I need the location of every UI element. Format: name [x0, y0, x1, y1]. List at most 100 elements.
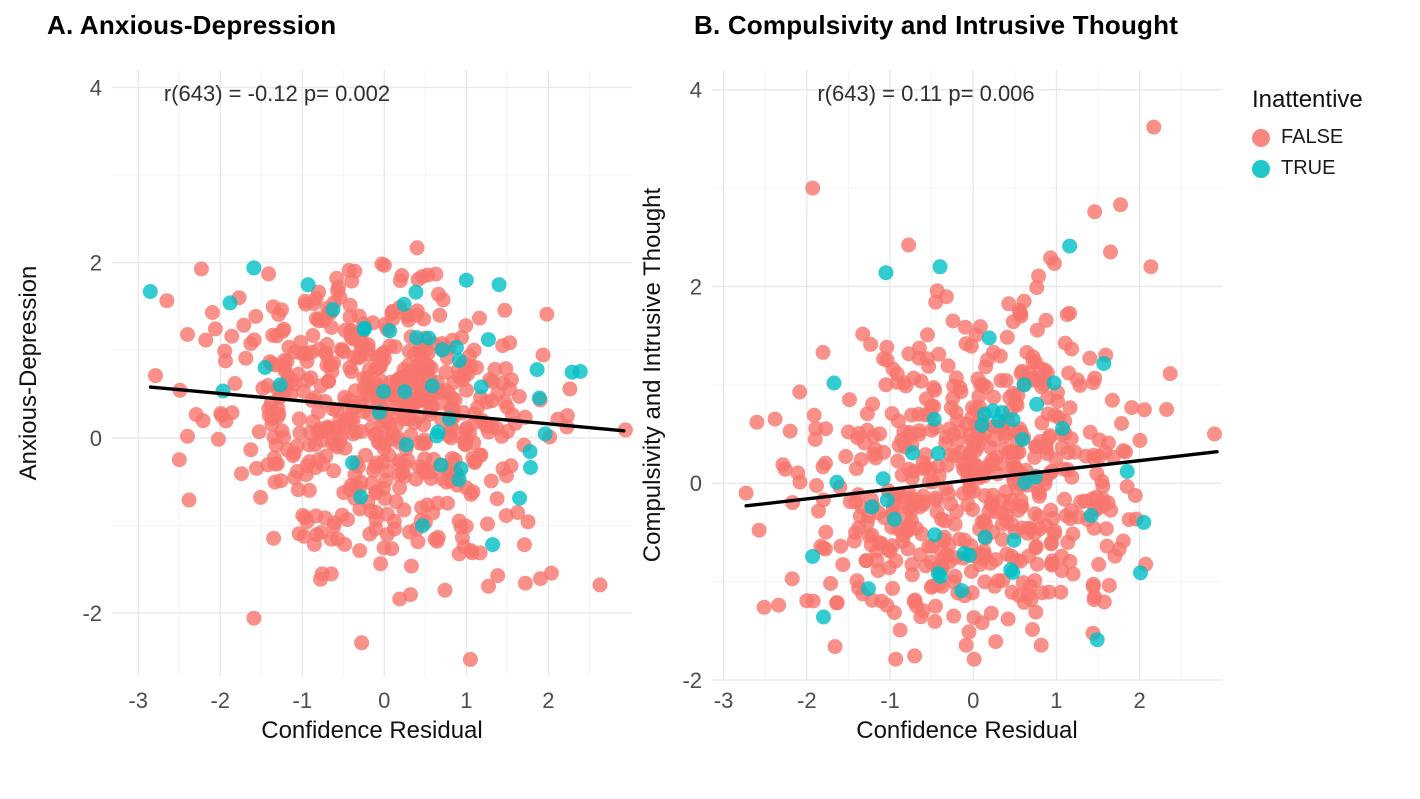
scatter-point-false	[148, 368, 163, 384]
panel-a-plot-area: -3 -2 -1 0 1 2 -2 0 2 4	[82, 70, 633, 713]
scatter-point-false	[953, 384, 969, 400]
scatter-point-false	[181, 492, 197, 508]
scatter-point-false	[968, 327, 984, 343]
scatter-point-false	[962, 483, 977, 499]
scatter-point-true	[887, 511, 902, 527]
scatter-point-false	[308, 311, 324, 327]
scatter-point-false	[344, 477, 359, 493]
scatter-point-false	[499, 399, 515, 415]
scatter-point-false	[267, 474, 283, 490]
panel-b-title: B. Compulsivity and Intrusive Thought	[694, 10, 1179, 40]
scatter-point-false	[1159, 402, 1175, 417]
scatter-point-false	[490, 568, 506, 584]
scatter-point-true	[976, 406, 992, 422]
scatter-point-false	[180, 428, 195, 444]
scatter-point-false	[891, 438, 907, 453]
scatter-point-false	[354, 635, 370, 651]
scatter-point-false	[440, 495, 455, 511]
scatter-point-false	[402, 411, 418, 427]
scatter-point-false	[878, 377, 894, 393]
scatter-point-false	[859, 406, 875, 422]
scatter-point-true	[1015, 432, 1030, 447]
scatter-point-false	[1025, 349, 1041, 365]
scatter-point-false	[299, 514, 315, 530]
scatter-point-false	[266, 429, 282, 445]
scatter-point-false	[927, 382, 943, 398]
scatter-point-false	[901, 346, 917, 362]
scatter-point-false	[929, 492, 944, 508]
scatter-point-false	[890, 413, 906, 429]
scatter-point-true	[805, 549, 821, 564]
scatter-point-false	[782, 423, 798, 439]
scatter-point-true	[537, 426, 553, 442]
scatter-point-true	[433, 457, 449, 473]
scatter-point-false	[1008, 460, 1023, 476]
scatter-point-false	[341, 262, 357, 278]
scatter-point-false	[345, 426, 361, 442]
scatter-point-false	[266, 450, 282, 466]
scatter-point-false	[998, 425, 1014, 441]
scatter-point-false	[890, 453, 906, 469]
scatter-point-true	[473, 379, 489, 395]
scatter-point-false	[1062, 400, 1078, 416]
scatter-point-false	[1038, 312, 1054, 328]
scatter-point-false	[1101, 577, 1117, 593]
scatter-point-false	[1011, 444, 1027, 460]
scatter-point-false	[409, 303, 425, 319]
scatter-point-true	[1089, 632, 1105, 648]
scatter-point-false	[949, 413, 965, 429]
scatter-point-false	[986, 344, 1001, 360]
y-tick-label: 4	[90, 76, 102, 101]
scatter-point-false	[920, 327, 935, 343]
scatter-point-false	[313, 525, 329, 540]
scatter-point-false	[1050, 394, 1066, 409]
scatter-point-false	[811, 503, 826, 519]
scatter-point-true	[930, 445, 946, 461]
scatter-point-false	[495, 338, 511, 354]
scatter-point-true	[522, 444, 538, 460]
scatter-point-false	[489, 491, 505, 507]
panel-a-annotation: r(643) = -0.12 p= 0.002	[164, 81, 390, 106]
scatter-point-false	[882, 543, 898, 559]
scatter-point-false	[1113, 197, 1128, 213]
scatter-point-false	[213, 406, 229, 421]
scatter-point-false	[918, 460, 934, 476]
x-tick-label: 1	[1050, 688, 1062, 713]
scatter-point-false	[749, 414, 765, 430]
scatter-point-false	[409, 359, 424, 375]
scatter-point-false	[494, 428, 510, 444]
scatter-point-false	[444, 451, 460, 466]
scatter-point-false	[435, 471, 451, 487]
scatter-point-false	[559, 408, 575, 424]
legend: Inattentive FALSE TRUE	[1252, 86, 1363, 188]
scatter-point-true	[816, 609, 831, 625]
scatter-point-false	[918, 447, 933, 463]
scatter-point-false	[1033, 637, 1049, 653]
scatter-point-true	[376, 383, 391, 399]
scatter-point-false	[972, 557, 988, 572]
scatter-point-false	[1136, 402, 1152, 418]
scatter-point-false	[276, 321, 292, 337]
scatter-point-false	[180, 327, 195, 342]
scatter-point-true	[981, 330, 997, 346]
scatter-point-false	[1103, 244, 1118, 260]
scatter-point-false	[342, 297, 358, 313]
scatter-point-false	[1207, 426, 1222, 442]
scatter-point-true	[222, 295, 238, 311]
scatter-point-false	[342, 360, 358, 376]
scatter-point-false	[792, 474, 808, 490]
scatter-point-true	[215, 383, 231, 399]
scatter-point-false	[808, 421, 824, 437]
scatter-point-false	[362, 526, 378, 542]
scatter-point-false	[767, 411, 783, 427]
scatter-point-false	[1062, 305, 1078, 321]
scatter-point-false	[835, 557, 851, 573]
scatter-point-false	[1028, 604, 1044, 620]
scatter-point-false	[458, 318, 474, 334]
scatter-point-false	[809, 478, 824, 493]
scatter-point-false	[516, 537, 532, 553]
scatter-point-false	[993, 373, 1009, 388]
scatter-point-false	[326, 355, 342, 371]
panel-b-annotation: r(643) = 0.11 p= 0.006	[817, 81, 1034, 106]
scatter-point-false	[1062, 553, 1078, 569]
